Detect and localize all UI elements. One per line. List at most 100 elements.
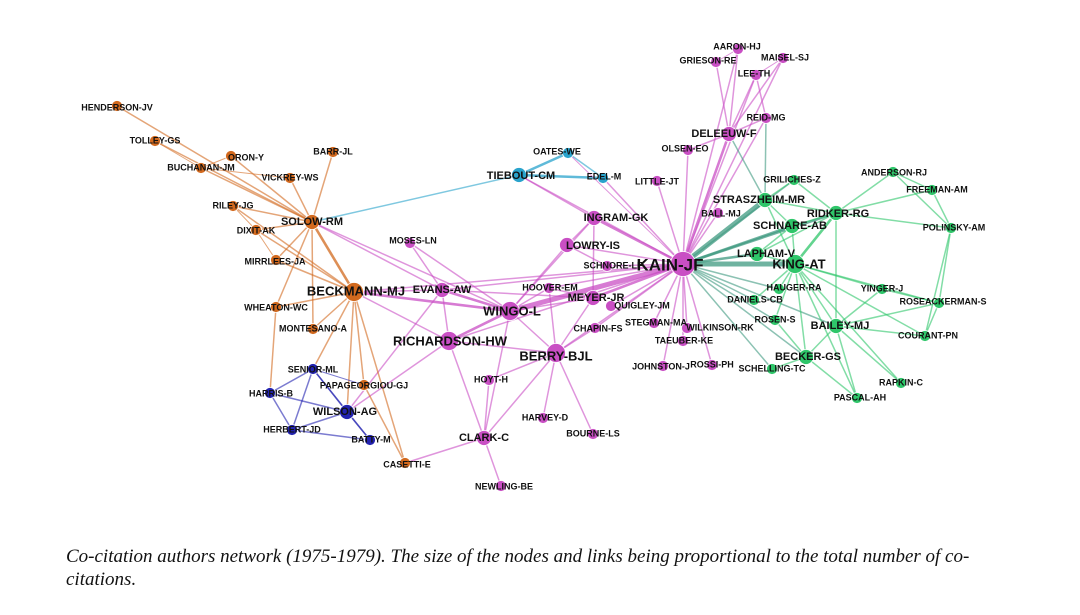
node-label-dixit-ak: DIXIT-AK <box>237 225 276 235</box>
network-link <box>835 325 902 384</box>
node-label-berry-bjl: BERRY-BJL <box>519 348 592 363</box>
network-link <box>353 289 443 293</box>
network-link <box>682 74 757 265</box>
network-link <box>509 310 557 354</box>
network-link <box>602 177 684 265</box>
network-link <box>311 221 511 312</box>
network-link <box>291 411 348 431</box>
network-link <box>448 340 557 354</box>
network-link <box>255 229 277 261</box>
network-link <box>835 302 940 327</box>
network-link <box>728 133 766 201</box>
node-label-becker-gs: BECKER-GS <box>775 351 841 363</box>
node-johnston-j <box>657 360 669 372</box>
node-king-at <box>785 254 805 274</box>
network-link <box>291 429 371 441</box>
node-richardson-hw <box>439 331 459 351</box>
network-link <box>483 437 502 487</box>
node-label-clark-c: CLARK-C <box>459 432 509 444</box>
node-barr-jl <box>327 146 339 158</box>
node-label-senior-ml: SENIOR-ML <box>288 364 339 374</box>
network-link <box>938 227 952 304</box>
network-link <box>353 291 450 342</box>
network-links <box>116 48 952 487</box>
node-stegman-ma <box>648 317 660 329</box>
network-link <box>662 263 684 367</box>
network-link <box>483 310 511 439</box>
node-ridker-rg <box>828 205 844 221</box>
node-chapin-fs <box>589 322 601 334</box>
network-link <box>353 291 406 464</box>
network-link <box>892 171 952 229</box>
node-oates-we <box>562 147 574 159</box>
network-link <box>289 177 313 223</box>
network-link <box>682 263 773 370</box>
node-label-lee-th: LEE-TH <box>738 68 771 78</box>
node-label-maisel-sj: MAISEL-SJ <box>761 52 809 62</box>
network-link <box>764 199 837 214</box>
node-vickrey-ws <box>284 172 296 184</box>
node-label-casetti-e: CASETTI-E <box>383 459 431 469</box>
network-link <box>311 174 520 223</box>
node-label-schnare-ab: SCHNARE-AB <box>753 220 827 232</box>
network-link <box>548 263 684 289</box>
network-link <box>728 57 784 135</box>
network-link <box>794 263 858 399</box>
node-label-schelling-tc: SCHELLING-TC <box>739 363 806 373</box>
node-harris-b <box>264 387 276 399</box>
network-link <box>312 368 365 386</box>
node-olsen-eo <box>682 144 694 156</box>
node-label-harvey-d: HARVEY-D <box>522 412 569 422</box>
node-little-jt <box>651 175 663 187</box>
node-label-reid-mg: REID-MG <box>747 112 786 122</box>
node-label-barr-jl: BARR-JL <box>313 146 353 156</box>
node-label-buchanan-jm: BUCHANAN-JM <box>167 162 235 172</box>
node-label-rosen-s: ROSEN-S <box>754 314 795 324</box>
network-link <box>793 212 838 265</box>
network-link <box>275 221 313 308</box>
network-link <box>805 356 858 399</box>
network-link <box>756 212 837 255</box>
node-label-papageorgiou-gj: PAPAGEORGIOU-GJ <box>320 380 408 390</box>
network-link <box>835 325 926 337</box>
network-link <box>764 199 796 265</box>
network-link <box>275 221 313 261</box>
node-label-solow-rm: SOLOW-RM <box>281 216 343 228</box>
network-link <box>154 140 313 223</box>
node-clark-c <box>476 430 492 446</box>
network-link <box>509 217 595 312</box>
network-link <box>346 291 355 413</box>
node-label-wheaton-wc: WHEATON-WC <box>244 302 308 312</box>
node-roseackerman-s <box>933 297 945 309</box>
node-lee-th <box>750 69 762 81</box>
figure-caption: Co-citation authors network (1975-1979).… <box>66 546 970 590</box>
network-link <box>230 155 313 223</box>
node-label-harris-b: HARRIS-B <box>249 388 293 398</box>
node-label-grieson-re: GRIESON-RE <box>679 55 736 65</box>
node-meyer-jr <box>585 290 601 306</box>
node-schnore-lf <box>601 260 613 272</box>
node-herbert-jd <box>286 424 298 436</box>
network-link <box>312 291 355 370</box>
node-oron-y <box>225 150 237 162</box>
network-link <box>269 392 348 413</box>
node-label-olsen-eo: OLSEN-EO <box>661 143 708 153</box>
network-link <box>116 105 313 223</box>
network-link <box>794 263 807 358</box>
node-tolley-gs <box>149 135 161 147</box>
node-edel-m <box>597 172 609 184</box>
node-daniels-cb <box>748 294 760 306</box>
node-label-roseackerman-s: ROSEACKERMAN-S <box>899 296 986 306</box>
node-ball-mj <box>712 207 724 219</box>
network-link <box>924 302 940 337</box>
node-montesano-a <box>307 323 319 335</box>
node-label-johnston-j: JOHNSTON-J <box>632 361 690 371</box>
node-rossi-ph <box>706 359 718 371</box>
node-label-little-jt: LITTLE-JT <box>635 176 679 186</box>
node-label-tiebout-cm: TIEBOUT-CM <box>487 170 555 182</box>
node-label-rapkin-c: RAPKIN-C <box>879 377 923 387</box>
network-link <box>682 263 807 358</box>
network-link <box>610 263 684 307</box>
node-maisel-sj <box>777 52 789 64</box>
network-link <box>555 297 594 354</box>
